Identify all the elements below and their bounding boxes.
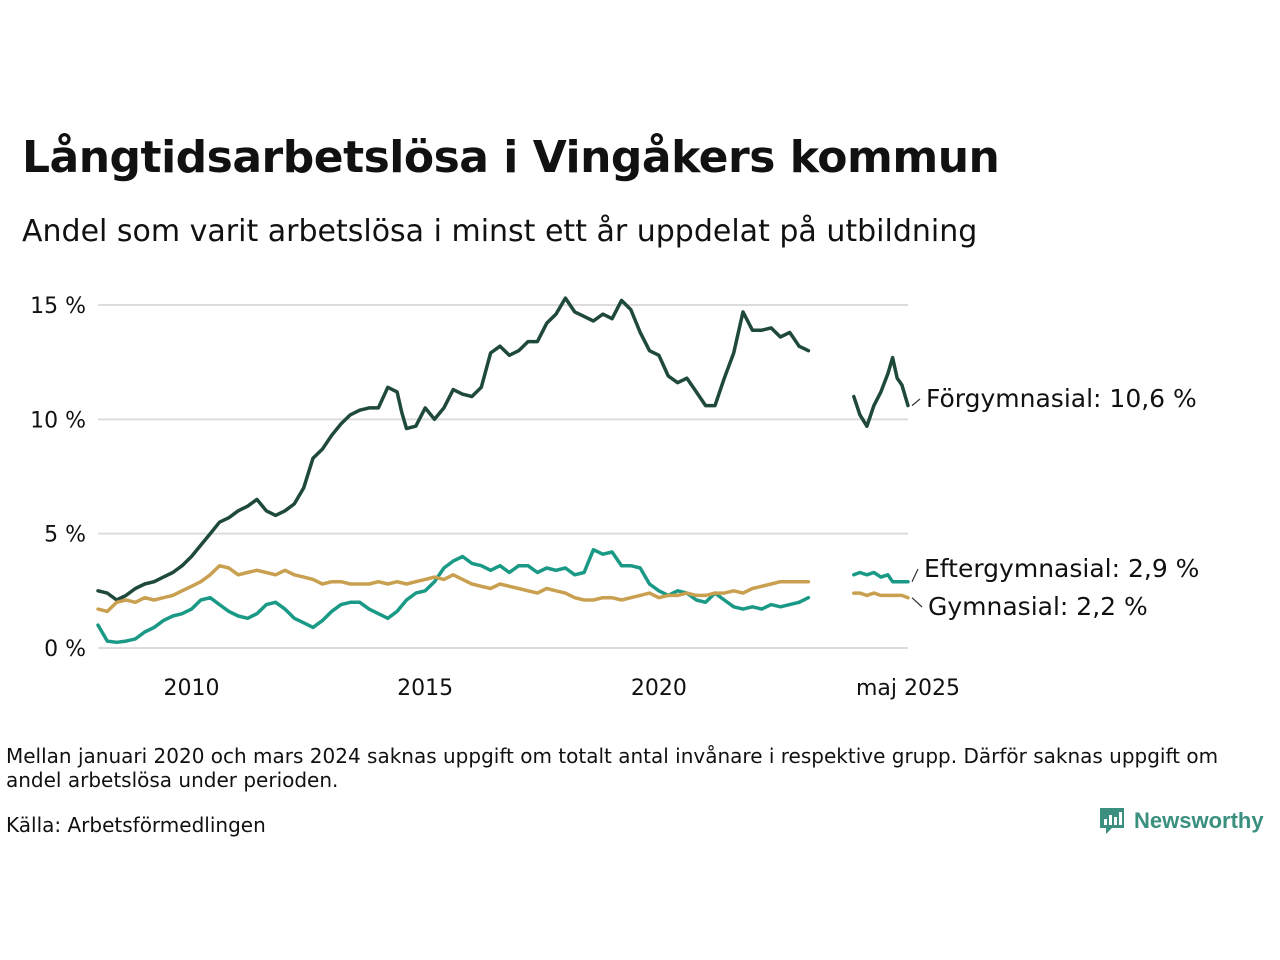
x-axis-ticks: 2010 2015 2020 maj 2025: [163, 676, 960, 701]
chart-title: Långtidsarbetslösa i Vingåkers kommun: [22, 132, 1000, 183]
leader-line: [911, 398, 921, 407]
series-line-eftergymnasial: [797, 595, 811, 605]
brand-logo[interactable]: Newsworthy: [1098, 806, 1264, 836]
series-line-gymnasial: [852, 591, 910, 600]
series-line-förgymnasial: [96, 296, 801, 602]
newsworthy-logo-icon: [1100, 808, 1124, 834]
series-line-eftergymnasial: [852, 570, 910, 584]
series-line-gymnasial: [96, 563, 801, 614]
end-label-gymnasial: Gymnasial: 2,2 %: [928, 592, 1148, 621]
series-line-förgymnasial: [797, 344, 811, 353]
series-end-labels: Förgymnasial: 10,6 % Eftergymnasial: 2,9 …: [911, 384, 1199, 621]
x-tick-label: 2010: [163, 676, 219, 701]
leader-line: [911, 597, 923, 608]
y-tick-label: 0 %: [44, 637, 86, 662]
x-tick-label: 2015: [397, 676, 453, 701]
series-line-förgymnasial: [852, 355, 910, 428]
source-note: Källa: Arbetsförmedlingen: [6, 813, 266, 837]
y-tick-label: 15 %: [30, 294, 86, 319]
y-tick-label: 5 %: [44, 523, 86, 548]
series-lines: [96, 296, 910, 645]
footnote: Mellan januari 2020 och mars 2024 saknas…: [6, 744, 1219, 792]
leader-line: [911, 568, 919, 582]
chart-subtitle: Andel som varit arbetslösa i minst ett å…: [22, 214, 978, 249]
brand-name: Newsworthy: [1134, 808, 1264, 833]
end-label-eftergymnasial: Eftergymnasial: 2,9 %: [924, 554, 1199, 583]
y-tick-label: 10 %: [30, 408, 86, 433]
gridlines: [98, 304, 908, 649]
x-tick-label: maj 2025: [856, 676, 960, 701]
x-tick-label: 2020: [631, 676, 687, 701]
end-label-förgymnasial: Förgymnasial: 10,6 %: [926, 384, 1197, 413]
y-axis-ticks: 0 % 5 % 10 % 15 %: [30, 294, 86, 662]
series-line-eftergymnasial: [96, 547, 801, 645]
